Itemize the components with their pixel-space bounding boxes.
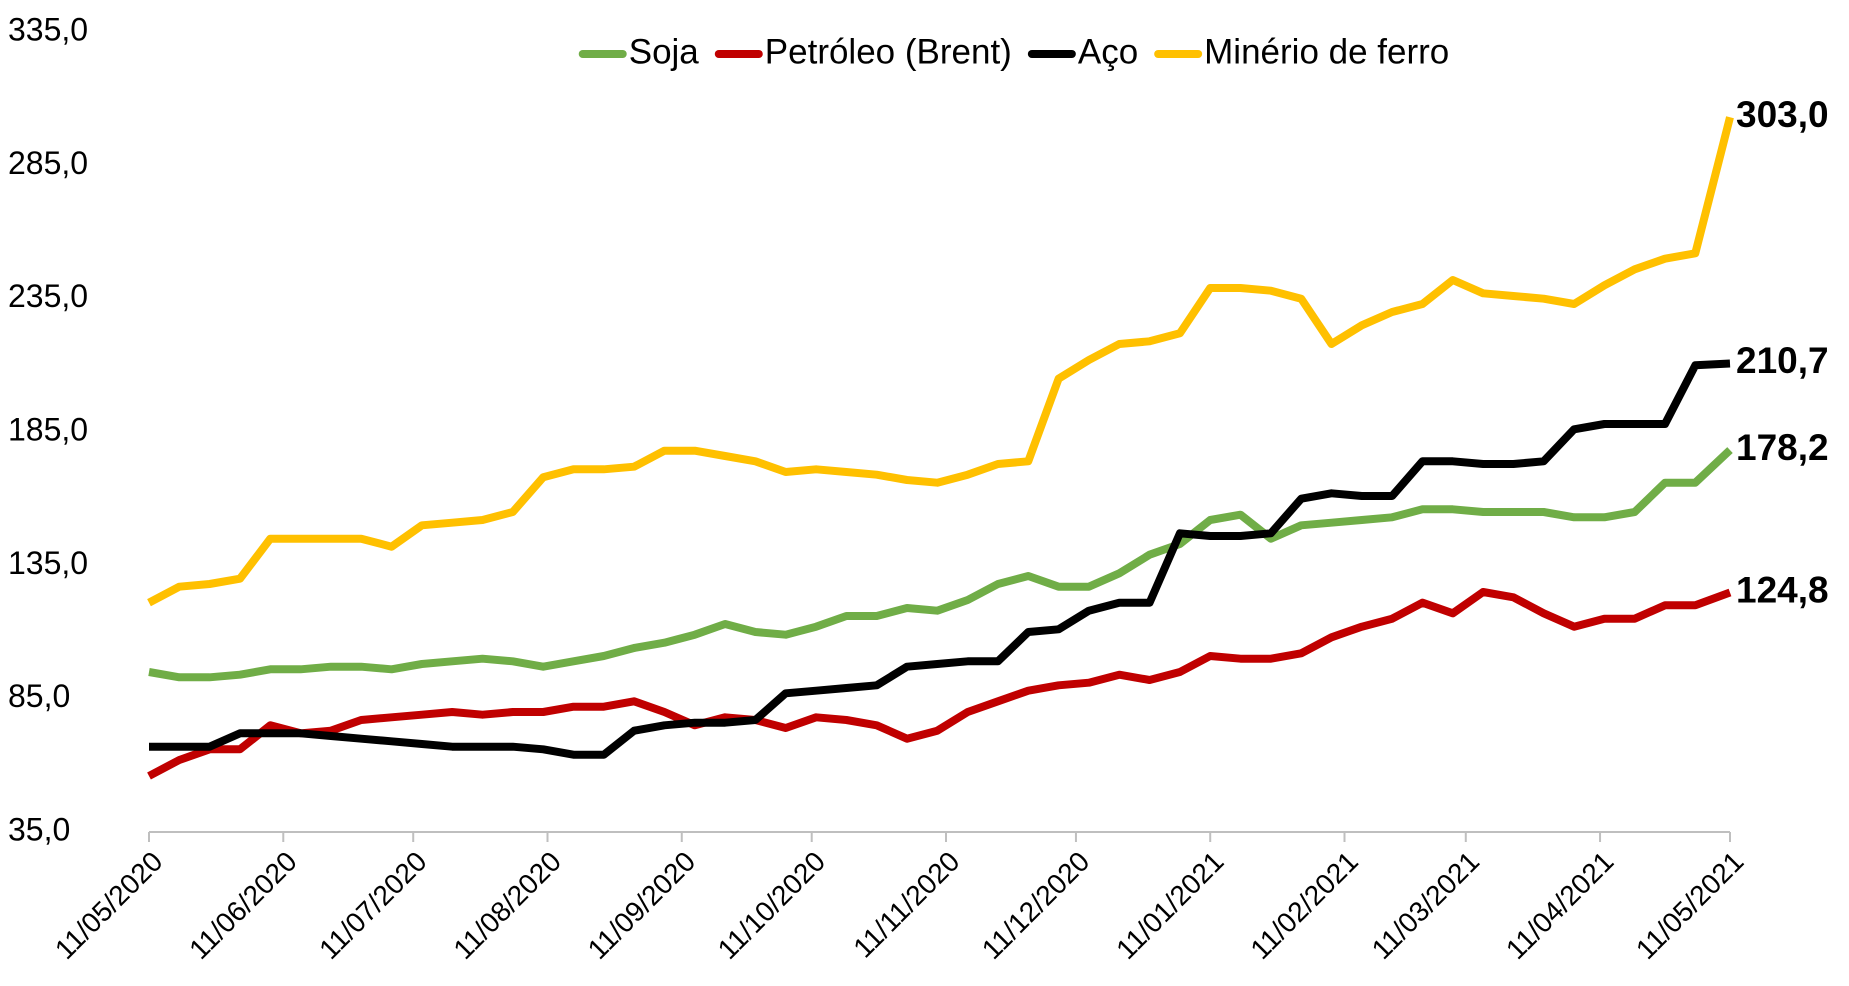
y-tick-label: 35,0 bbox=[8, 811, 70, 847]
x-tick-label: 11/06/2020 bbox=[183, 846, 303, 966]
legend-label: Aço bbox=[1078, 32, 1138, 71]
data-label: 303,0 bbox=[1736, 94, 1829, 135]
series-line bbox=[149, 359, 1731, 759]
y-tick-label: 235,0 bbox=[8, 278, 88, 314]
x-tick-label: 11/07/2020 bbox=[313, 846, 433, 966]
x-tick-label: 11/08/2020 bbox=[447, 846, 567, 966]
x-tick-label: 11/05/2021 bbox=[1630, 846, 1750, 966]
x-tick-label: 11/05/2020 bbox=[49, 846, 169, 966]
x-tick-label: 11/11/2020 bbox=[847, 846, 965, 964]
x-tick-label: 11/10/2020 bbox=[712, 846, 832, 966]
data-label: 210,7 bbox=[1736, 340, 1829, 381]
y-tick-label: 85,0 bbox=[8, 678, 70, 714]
y-tick-label: 185,0 bbox=[8, 411, 88, 447]
series-line bbox=[148, 447, 1733, 682]
x-tick-label: 11/09/2020 bbox=[582, 846, 702, 966]
x-tick-label: 11/03/2021 bbox=[1366, 846, 1486, 966]
data-label: 124,8 bbox=[1736, 569, 1829, 610]
x-tick-label: 11/12/2020 bbox=[976, 846, 1096, 966]
series-line bbox=[147, 588, 1732, 780]
legend-label: Minério de ferro bbox=[1204, 32, 1449, 71]
legend-label: Soja bbox=[629, 32, 700, 71]
y-tick-label: 335,0 bbox=[8, 11, 88, 47]
x-tick-label: 11/01/2021 bbox=[1110, 846, 1230, 966]
x-tick-label: 11/02/2021 bbox=[1244, 846, 1364, 966]
data-label: 178,2 bbox=[1736, 427, 1829, 468]
y-tick-label: 135,0 bbox=[8, 545, 88, 581]
x-tick-label: 11/04/2021 bbox=[1500, 846, 1620, 966]
legend-label: Petróleo (Brent) bbox=[765, 32, 1012, 71]
series-line bbox=[147, 116, 1734, 607]
y-tick-label: 285,0 bbox=[8, 145, 88, 181]
